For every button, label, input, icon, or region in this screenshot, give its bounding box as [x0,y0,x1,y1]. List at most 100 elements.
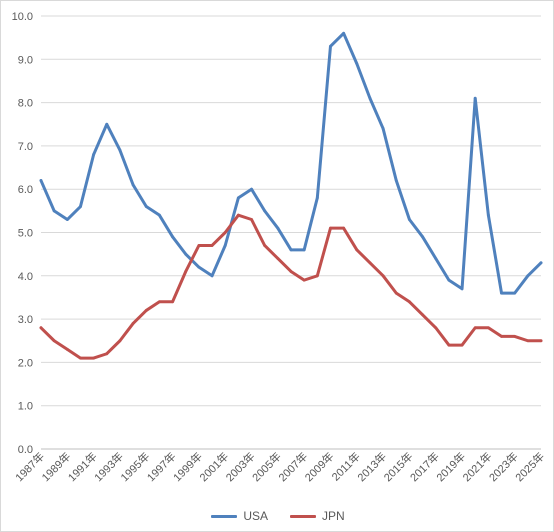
data-point-usa [434,257,438,260]
data-point-usa [368,96,372,100]
y-tick-label: 8.0 [18,98,33,110]
data-point-jpn [65,348,69,351]
data-point-jpn [184,270,188,273]
data-point-jpn [223,231,227,234]
data-point-jpn [460,343,464,347]
data-point-jpn [473,326,477,330]
data-point-usa [539,261,543,265]
data-point-usa [79,205,82,208]
data-point-usa [52,209,56,213]
legend-swatch [211,514,238,518]
data-point-usa [118,148,122,152]
data-point-jpn [250,218,253,221]
data-point-usa [447,278,451,282]
y-tick-label: 2.0 [18,357,33,369]
legend-item-usa: USA [211,509,268,523]
data-point-usa [276,226,280,230]
data-point-usa [381,127,385,130]
data-point-usa [65,218,69,221]
data-point-usa [315,196,319,200]
data-point-jpn [302,278,306,282]
data-point-usa [39,179,43,182]
y-tick-label: 6.0 [18,184,33,196]
data-point-usa [500,291,503,295]
legend-label: USA [243,509,268,523]
data-point-jpn [408,300,411,304]
data-point-usa [342,31,346,35]
data-point-usa [236,196,240,200]
x-tick-label: 2025年 [512,449,547,484]
data-point-jpn [329,226,332,230]
data-point-usa [513,291,517,295]
data-point-usa [131,183,135,187]
data-point-usa [486,213,490,217]
data-point-jpn [144,309,148,312]
legend-item-jpn: JPN [290,509,345,523]
data-point-jpn [105,352,109,356]
data-point-usa [263,209,267,213]
data-point-usa [329,44,332,48]
gridlines [41,15,541,450]
y-tick-label: 5.0 [18,228,33,240]
data-point-jpn [500,335,503,338]
data-point-jpn [158,300,161,304]
data-point-jpn [434,326,438,330]
data-point-usa [92,153,96,156]
data-point-jpn [355,248,359,252]
data-point-jpn [197,244,201,247]
legend-label: JPN [322,509,345,523]
data-point-usa [421,235,424,239]
data-point-jpn [236,213,240,217]
data-point-jpn [513,335,517,338]
data-point-usa [223,244,227,247]
series-lines [39,31,543,360]
y-axis-tick-labels: 0.0 1.0 2.0 3.0 4.0 5.0 6.0 7.0 8.0 9.0 10.0 [12,11,33,456]
y-tick-label: 10.0 [12,11,33,23]
y-tick-label: 3.0 [18,314,33,326]
data-point-usa [302,248,306,252]
data-point-jpn [394,291,398,295]
data-point-jpn [315,274,319,278]
data-point-jpn [381,274,385,278]
data-point-jpn [39,326,43,330]
x-tick-label: 2009年 [302,449,337,484]
y-tick-label: 1.0 [18,401,33,413]
data-point-jpn [79,356,82,360]
data-point-jpn [526,339,530,343]
line-chart: 0.0 1.0 2.0 3.0 4.0 5.0 6.0 7.0 8.0 9.0 10.0 1987年… [12,11,548,484]
data-point-usa [197,265,201,269]
data-point-jpn [263,244,267,247]
data-point-jpn [539,339,543,343]
data-point-usa [526,274,530,278]
y-tick-label: 4.0 [18,271,33,283]
data-point-jpn [52,339,56,343]
data-point-jpn [92,356,96,360]
legend: USA JPN [1,506,554,526]
data-point-usa [473,96,477,100]
data-point-jpn [342,226,346,230]
data-point-usa [289,248,293,252]
data-point-jpn [447,343,451,347]
data-point-usa [355,62,359,66]
data-point-jpn [131,322,135,325]
data-point-usa [184,252,188,256]
data-point-jpn [368,261,372,265]
data-point-jpn [210,244,214,247]
data-point-usa [171,235,174,239]
data-point-jpn [421,313,424,317]
data-point-usa [250,187,253,191]
data-point-usa [210,274,214,278]
y-tick-label: 7.0 [18,141,33,153]
y-tick-label: 9.0 [18,54,33,66]
data-point-jpn [118,339,122,343]
data-point-usa [460,287,464,291]
data-point-usa [394,179,398,182]
data-point-usa [408,218,411,221]
data-point-usa [158,213,161,217]
y-tick-label: 0.0 [18,444,33,456]
data-point-jpn [486,326,490,330]
series-line-usa [39,31,543,295]
data-point-usa [105,122,109,126]
data-point-jpn [171,300,174,304]
